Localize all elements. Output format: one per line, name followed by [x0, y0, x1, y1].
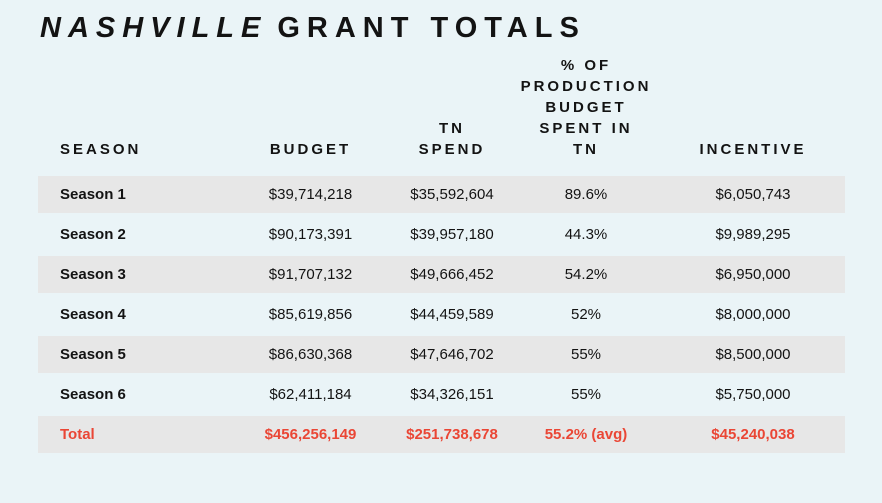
- cell-tn-spend: $39,957,180: [410, 226, 494, 243]
- cell-incentive: $9,989,295: [715, 226, 791, 243]
- table-row-total: Total $456,256,149 $251,738,678 55.2% (a…: [38, 416, 845, 453]
- cell-season: Season 6: [60, 386, 126, 403]
- cell-season-total: Total: [60, 426, 95, 443]
- header-pct-budget-spent: % OF PRODUCTION BUDGET SPENT IN TN: [520, 57, 652, 158]
- cell-pct: 55%: [570, 386, 602, 403]
- cell-season: Season 3: [60, 266, 126, 283]
- cell-pct-total: 55.2% (avg): [544, 426, 628, 443]
- cell-budget: $90,173,391: [268, 226, 353, 243]
- grant-totals-table: SEASON BUDGET TN SPEND % OF PRODUCTION B…: [38, 47, 845, 453]
- title-grant-totals: GRANT TOTALS: [277, 12, 586, 44]
- cell-incentive-total: $45,240,038: [711, 426, 795, 443]
- cell-tn-spend: $47,646,702: [410, 346, 494, 363]
- cell-season: Season 5: [60, 346, 126, 363]
- cell-tn-spend: $44,459,589: [410, 306, 494, 323]
- cell-pct: 44.3%: [564, 226, 608, 243]
- table-row-season-5: Season 5 $86,630,368 $47,646,702 55% $8,…: [38, 336, 845, 373]
- cell-tn-spend-total: $251,738,678: [406, 426, 498, 443]
- cell-incentive: $6,050,743: [715, 186, 791, 203]
- table-row-season-2: Season 2 $90,173,391 $39,957,180 44.3% $…: [38, 216, 845, 253]
- cell-budget: $39,714,218: [268, 186, 353, 203]
- cell-pct: 52%: [570, 306, 602, 323]
- cell-tn-spend: $49,666,452: [410, 266, 494, 283]
- cell-tn-spend: $35,592,604: [410, 186, 494, 203]
- cell-budget: $91,707,132: [268, 266, 353, 283]
- header-tn-spend: TN SPEND: [418, 120, 486, 158]
- table-row-season-3: Season 3 $91,707,132 $49,666,452 54.2% $…: [38, 256, 845, 293]
- cell-pct: 89.6%: [564, 186, 608, 203]
- header-budget: BUDGET: [269, 141, 352, 158]
- table-row-season-4: Season 4 $85,619,856 $44,459,589 52% $8,…: [38, 296, 845, 333]
- cell-season: Season 2: [60, 226, 126, 243]
- cell-budget: $85,619,856: [268, 306, 353, 323]
- table-row-season-1: Season 1 $39,714,218 $35,592,604 89.6% $…: [38, 176, 845, 213]
- cell-incentive: $8,500,000: [715, 346, 791, 363]
- cell-budget: $86,630,368: [268, 346, 353, 363]
- cell-season: Season 4: [60, 306, 126, 323]
- title-nashville: NASHVILLE: [40, 12, 268, 44]
- cell-incentive: $5,750,000: [715, 386, 791, 403]
- cell-pct: 55%: [570, 346, 602, 363]
- table-row-season-6: Season 6 $62,411,184 $34,326,151 55% $5,…: [38, 376, 845, 413]
- cell-incentive: $6,950,000: [715, 266, 791, 283]
- page-title: NASHVILLE GRANT TOTALS: [40, 12, 882, 45]
- cell-season: Season 1: [60, 186, 126, 203]
- cell-tn-spend: $34,326,151: [410, 386, 494, 403]
- table-header-row: SEASON BUDGET TN SPEND % OF PRODUCTION B…: [38, 47, 845, 176]
- header-season: SEASON: [60, 141, 142, 158]
- cell-incentive: $8,000,000: [715, 306, 791, 323]
- cell-pct: 54.2%: [564, 266, 608, 283]
- cell-budget: $62,411,184: [269, 386, 352, 403]
- cell-budget-total: $456,256,149: [264, 426, 357, 443]
- header-incentive: INCENTIVE: [699, 141, 807, 158]
